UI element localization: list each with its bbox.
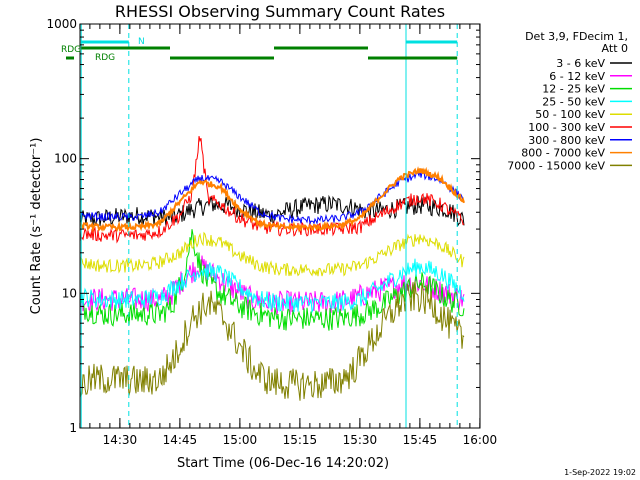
cyan-bar-label: N	[138, 37, 145, 47]
legend-header-line1: Det 3,9, FDecim 1,	[525, 30, 628, 43]
green-row-label-2: RDG	[95, 53, 115, 63]
series-line-4	[79, 231, 465, 277]
series-line-8	[79, 281, 465, 401]
y-tick-label: 100	[54, 152, 77, 166]
legend-entry-label: 100 - 300 keV	[528, 121, 605, 134]
y-axis-ticks: 1 10 100 1000	[46, 17, 480, 435]
legend-entry-label: 6 - 12 keV	[549, 70, 605, 83]
x-tick-label: 14:45	[163, 433, 198, 447]
legend-entry-label: 25 - 50 keV	[542, 95, 605, 108]
legend-entry-label: 300 - 800 keV	[528, 134, 605, 147]
x-tick-label: 16:00	[463, 433, 498, 447]
x-tick-label: 14:30	[103, 433, 138, 447]
series-line-3	[79, 258, 465, 314]
green-row-label-1: RDG	[61, 45, 81, 55]
series-line-0	[79, 194, 465, 227]
x-tick-label: 15:00	[223, 433, 258, 447]
x-tick-label: 15:45	[403, 433, 438, 447]
y-axis-label: Count Rate (s⁻¹ detector⁻¹)	[29, 138, 44, 315]
x-axis-ticks: 14:30 14:45 15:00 15:15 15:30 15:45 16:00	[79, 24, 498, 447]
x-tick-label: 15:30	[343, 433, 378, 447]
series-lines	[79, 136, 465, 401]
y-tick-label: 1000	[46, 17, 77, 31]
annotation-bars	[66, 40, 458, 60]
series-line-7	[79, 166, 465, 233]
x-axis-label: Start Time (06-Dec-16 14:20:02)	[177, 456, 389, 471]
x-tick-label: 15:15	[283, 433, 318, 447]
legend-entry-label: 7000 - 15000 keV	[507, 159, 605, 172]
legend-entry-label: 3 - 6 keV	[556, 57, 605, 70]
legend-entry-label: 12 - 25 keV	[542, 83, 605, 96]
y-tick-label: 1	[69, 421, 77, 435]
overlay-lines	[80, 24, 458, 428]
plot-area: 1 10 100 1000 14:30 14:45 15:00 15:15 15:30 15:4…	[46, 17, 497, 447]
y-tick-label: 10	[62, 286, 77, 300]
legend-entry-label: 50 - 100 keV	[535, 108, 605, 121]
legend-header-line2: Att 0	[602, 42, 628, 55]
footer-date: 1-Sep-2022 19:02	[564, 468, 636, 477]
legend-entry-label: 800 - 7000 keV	[521, 147, 605, 160]
chart-title: RHESSI Observing Summary Count Rates	[115, 2, 445, 21]
